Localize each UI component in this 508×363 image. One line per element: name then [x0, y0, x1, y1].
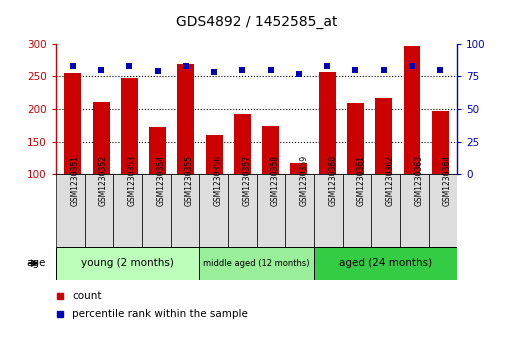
Text: GSM1230363: GSM1230363 — [414, 155, 423, 205]
Bar — [371, 174, 400, 247]
Bar — [342, 174, 371, 247]
Text: age: age — [26, 258, 46, 268]
Bar — [92, 102, 110, 240]
Text: GSM1230360: GSM1230360 — [328, 155, 337, 205]
Text: GSM1230358: GSM1230358 — [271, 155, 280, 205]
Text: percentile rank within the sample: percentile rank within the sample — [72, 309, 248, 319]
Text: GSM1230351: GSM1230351 — [70, 155, 79, 205]
Bar — [432, 111, 449, 240]
Text: GSM1230359: GSM1230359 — [300, 155, 308, 205]
Bar — [314, 174, 342, 247]
Text: GSM1230356: GSM1230356 — [213, 155, 223, 205]
Bar — [121, 78, 138, 240]
Bar — [56, 174, 84, 247]
Bar — [262, 126, 279, 240]
Bar — [291, 163, 307, 240]
Bar — [234, 114, 251, 240]
Text: GSM1230357: GSM1230357 — [242, 155, 251, 205]
Bar — [177, 65, 195, 240]
Bar — [319, 72, 336, 240]
Bar — [113, 174, 142, 247]
Text: GSM1230364: GSM1230364 — [443, 155, 452, 205]
Text: GSM1230353: GSM1230353 — [128, 155, 137, 205]
Bar — [149, 127, 166, 240]
Bar — [347, 103, 364, 240]
Text: young (2 months): young (2 months) — [81, 258, 174, 268]
Bar — [257, 174, 285, 247]
Bar — [314, 247, 457, 280]
Text: GSM1230355: GSM1230355 — [185, 155, 194, 205]
Bar — [400, 174, 429, 247]
Text: aged (24 months): aged (24 months) — [339, 258, 432, 268]
Bar — [142, 174, 171, 247]
Text: GSM1230362: GSM1230362 — [386, 155, 395, 205]
Bar — [56, 247, 199, 280]
Bar — [199, 247, 314, 280]
Bar — [375, 98, 392, 240]
Bar — [171, 174, 199, 247]
Bar — [285, 174, 314, 247]
Bar — [84, 174, 113, 247]
Text: GDS4892 / 1452585_at: GDS4892 / 1452585_at — [176, 15, 337, 29]
Bar — [199, 174, 228, 247]
Bar — [429, 174, 457, 247]
Text: middle aged (12 months): middle aged (12 months) — [203, 259, 310, 268]
Bar — [228, 174, 257, 247]
Text: GSM1230354: GSM1230354 — [156, 155, 165, 205]
Bar — [403, 45, 421, 240]
Bar — [206, 135, 223, 240]
Text: GSM1230361: GSM1230361 — [357, 155, 366, 205]
Bar — [65, 73, 81, 240]
Text: GSM1230352: GSM1230352 — [99, 155, 108, 205]
Text: count: count — [72, 291, 102, 301]
